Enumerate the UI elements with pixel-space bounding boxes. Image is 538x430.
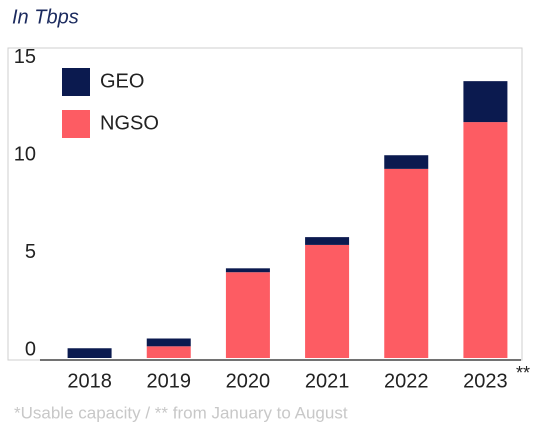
legend-label: GEO	[100, 70, 144, 92]
bar-segment	[225, 272, 270, 358]
bar-segment	[384, 168, 429, 358]
x-tick-label: 2021	[305, 370, 350, 392]
annotation: **	[516, 363, 530, 383]
chart-title: In Tbps	[12, 6, 79, 28]
bar-segment	[146, 338, 191, 347]
legend-swatch	[62, 68, 90, 96]
bar-segment	[463, 81, 508, 123]
x-tick-label: 2023	[463, 370, 508, 392]
x-tick-label: 2019	[147, 370, 192, 392]
legend-swatch	[62, 110, 90, 138]
bar-segment	[384, 155, 429, 169]
legend-label: NGSO	[100, 112, 159, 134]
bar-segment	[305, 244, 350, 358]
bar-segment	[463, 122, 508, 359]
y-tick-label: 15	[14, 46, 36, 68]
y-tick-label: 10	[14, 143, 36, 165]
y-tick-label: 0	[25, 338, 36, 360]
bar-segment	[146, 346, 191, 358]
bar-segment	[67, 348, 112, 358]
footnote: *Usable capacity / ** from January to Au…	[14, 403, 348, 422]
x-tick-label: 2020	[226, 370, 271, 392]
bar-segment	[305, 237, 350, 245]
x-tick-label: 2018	[67, 370, 112, 392]
bar-segment	[225, 268, 270, 273]
y-tick-label: 5	[25, 241, 36, 263]
x-tick-label: 2022	[384, 370, 429, 392]
